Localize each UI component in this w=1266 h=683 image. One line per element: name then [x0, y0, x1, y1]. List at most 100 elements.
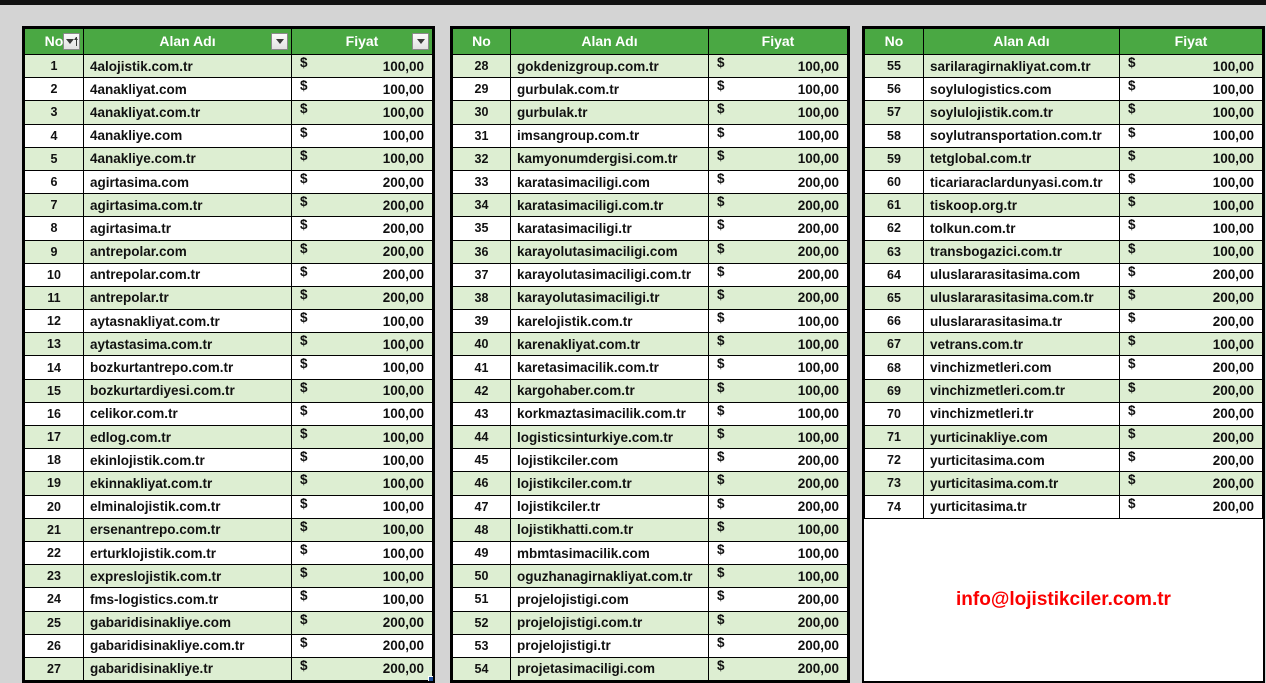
cell-no[interactable]: 41 — [452, 355, 511, 380]
cell-fiyat[interactable]: $100,00 — [291, 471, 433, 496]
cell-no[interactable]: 5 — [24, 146, 84, 171]
cell-alan-adi[interactable]: 4alojistik.com.tr — [83, 53, 292, 79]
cell-alan-adi[interactable]: karatasimaciligi.com — [510, 169, 709, 195]
table-row[interactable]: 48 lojistikhatti.com.tr $100,00 — [452, 517, 848, 542]
table-row[interactable]: 37 karayolutasimaciligi.com.tr $200,00 — [452, 262, 848, 287]
cell-no[interactable]: 68 — [864, 355, 924, 380]
table-row[interactable]: 29 gurbulak.com.tr $100,00 — [452, 77, 848, 102]
cell-alan-adi[interactable]: projelojistigi.com.tr — [510, 610, 709, 635]
cell-no[interactable]: 39 — [452, 309, 511, 334]
cell-alan-adi[interactable]: karatasimaciligi.tr — [510, 216, 709, 241]
cell-fiyat[interactable]: $200,00 — [291, 239, 433, 264]
table-row[interactable]: 63 transbogazici.com.tr $100,00 — [864, 239, 1263, 264]
cell-alan-adi[interactable]: lojistikhatti.com.tr — [510, 517, 709, 542]
cell-no[interactable]: 43 — [452, 401, 511, 427]
cell-no[interactable]: 71 — [864, 424, 924, 450]
cell-no[interactable]: 74 — [864, 494, 924, 519]
cell-alan-adi[interactable]: yurticinakliye.com — [923, 424, 1120, 450]
cell-alan-adi[interactable]: antrepolar.tr — [83, 285, 292, 311]
cell-no[interactable]: 17 — [24, 424, 84, 450]
table-row[interactable]: 21 ersenantrepo.com.tr $100,00 — [24, 517, 433, 542]
table-row[interactable]: 68 vinchizmetleri.com $200,00 — [864, 355, 1263, 380]
cell-fiyat[interactable]: $200,00 — [708, 471, 848, 496]
cell-no[interactable]: 28 — [452, 53, 511, 79]
cell-fiyat[interactable]: $100,00 — [291, 77, 433, 102]
cell-fiyat[interactable]: $200,00 — [708, 448, 848, 473]
cell-alan-adi[interactable]: karatasimaciligi.com.tr — [510, 193, 709, 218]
cell-no[interactable]: 55 — [864, 53, 924, 79]
cell-alan-adi[interactable]: gurbulak.com.tr — [510, 77, 709, 102]
cell-fiyat[interactable]: $200,00 — [708, 610, 848, 635]
table-row[interactable]: 5 4anakliye.com.tr $100,00 — [24, 146, 433, 171]
cell-fiyat[interactable]: $200,00 — [1119, 378, 1263, 403]
cell-fiyat[interactable]: $100,00 — [708, 401, 848, 427]
table-row[interactable]: 38 karayolutasimaciligi.tr $200,00 — [452, 285, 848, 311]
cell-alan-adi[interactable]: gokdenizgroup.com.tr — [510, 53, 709, 79]
filter-dropdown-button-alan-adi[interactable] — [271, 33, 288, 50]
table-row[interactable]: 39 karelojistik.com.tr $100,00 — [452, 309, 848, 334]
cell-no[interactable]: 46 — [452, 471, 511, 496]
table-row[interactable]: 61 tiskoop.org.tr $100,00 — [864, 193, 1263, 218]
cell-alan-adi[interactable]: gabaridisinakliye.com.tr — [83, 633, 292, 658]
cell-no[interactable]: 59 — [864, 146, 924, 171]
cell-no[interactable]: 4 — [24, 123, 84, 148]
table-row[interactable]: 47 lojistikciler.tr $200,00 — [452, 494, 848, 519]
cell-fiyat[interactable]: $200,00 — [708, 633, 848, 658]
filter-dropdown-button-fiyat[interactable] — [412, 33, 429, 50]
cell-alan-adi[interactable]: uluslararasitasima.tr — [923, 309, 1120, 334]
table-row[interactable]: 50 oguzhanagirnakliyat.com.tr $100,00 — [452, 564, 848, 589]
cell-alan-adi[interactable]: bozkurtardiyesi.com.tr — [83, 378, 292, 403]
cell-no[interactable]: 33 — [452, 169, 511, 195]
cell-alan-adi[interactable]: mbmtasimacilik.com — [510, 540, 709, 566]
table-row[interactable]: 33 karatasimaciligi.com $200,00 — [452, 169, 848, 195]
header-fiyat[interactable]: Fiyat — [291, 28, 433, 55]
cell-alan-adi[interactable]: erturklojistik.com.tr — [83, 540, 292, 566]
cell-alan-adi[interactable]: sarilaragirnakliyat.com.tr — [923, 53, 1120, 79]
cell-no[interactable]: 64 — [864, 262, 924, 287]
cell-fiyat[interactable]: $200,00 — [708, 656, 848, 682]
cell-alan-adi[interactable]: elminalojistik.com.tr — [83, 494, 292, 519]
table-row[interactable]: 67 vetrans.com.tr $100,00 — [864, 332, 1263, 357]
cell-fiyat[interactable]: $100,00 — [291, 517, 433, 542]
cell-alan-adi[interactable]: 4anakliye.com — [83, 123, 292, 148]
table-row[interactable]: 73 yurticitasima.com.tr $200,00 — [864, 471, 1263, 496]
cell-alan-adi[interactable]: tetglobal.com.tr — [923, 146, 1120, 171]
table-row[interactable]: 46 lojistikciler.com.tr $200,00 — [452, 471, 848, 496]
cell-alan-adi[interactable]: aytasnakliyat.com.tr — [83, 309, 292, 334]
cell-fiyat[interactable]: $100,00 — [708, 564, 848, 589]
cell-alan-adi[interactable]: vinchizmetleri.com — [923, 355, 1120, 380]
cell-alan-adi[interactable]: projetasimaciligi.com — [510, 656, 709, 682]
cell-fiyat[interactable]: $100,00 — [708, 355, 848, 380]
cell-fiyat[interactable]: $200,00 — [1119, 471, 1263, 496]
cell-alan-adi[interactable]: celikor.com.tr — [83, 401, 292, 427]
cell-fiyat[interactable]: $200,00 — [1119, 424, 1263, 450]
cell-alan-adi[interactable]: projelojistigi.tr — [510, 633, 709, 658]
cell-fiyat[interactable]: $100,00 — [291, 378, 433, 403]
cell-alan-adi[interactable]: soylulojistik.com.tr — [923, 100, 1120, 125]
cell-no[interactable]: 53 — [452, 633, 511, 658]
header-alan-adi[interactable]: Alan Adı — [83, 28, 292, 55]
cell-no[interactable]: 36 — [452, 239, 511, 264]
cell-no[interactable]: 26 — [24, 633, 84, 658]
table-row[interactable]: 57 soylulojistik.com.tr $100,00 — [864, 100, 1263, 125]
table-row[interactable]: 2 4anakliyat.com $100,00 — [24, 77, 433, 102]
cell-no[interactable]: 47 — [452, 494, 511, 519]
table-row[interactable]: 34 karatasimaciligi.com.tr $200,00 — [452, 193, 848, 218]
cell-no[interactable]: 62 — [864, 216, 924, 241]
cell-no[interactable]: 18 — [24, 448, 84, 473]
cell-no[interactable]: 15 — [24, 378, 84, 403]
cell-alan-adi[interactable]: vinchizmetleri.com.tr — [923, 378, 1120, 403]
cell-no[interactable]: 32 — [452, 146, 511, 171]
cell-fiyat[interactable]: $100,00 — [291, 123, 433, 148]
cell-alan-adi[interactable]: agirtasima.tr — [83, 216, 292, 241]
cell-alan-adi[interactable]: gabaridisinakliye.tr — [83, 656, 292, 682]
cell-alan-adi[interactable]: ticariaraclardunyasi.com.tr — [923, 169, 1120, 195]
table-row[interactable]: 30 gurbulak.tr $100,00 — [452, 100, 848, 125]
table-row[interactable]: 71 yurticinakliye.com $200,00 — [864, 424, 1263, 450]
cell-no[interactable]: 20 — [24, 494, 84, 519]
table-row[interactable]: 16 celikor.com.tr $100,00 — [24, 401, 433, 427]
cell-no[interactable]: 22 — [24, 540, 84, 566]
table-row[interactable]: 8 agirtasima.tr $200,00 — [24, 216, 433, 241]
cell-alan-adi[interactable]: gurbulak.tr — [510, 100, 709, 125]
cell-no[interactable]: 65 — [864, 285, 924, 311]
